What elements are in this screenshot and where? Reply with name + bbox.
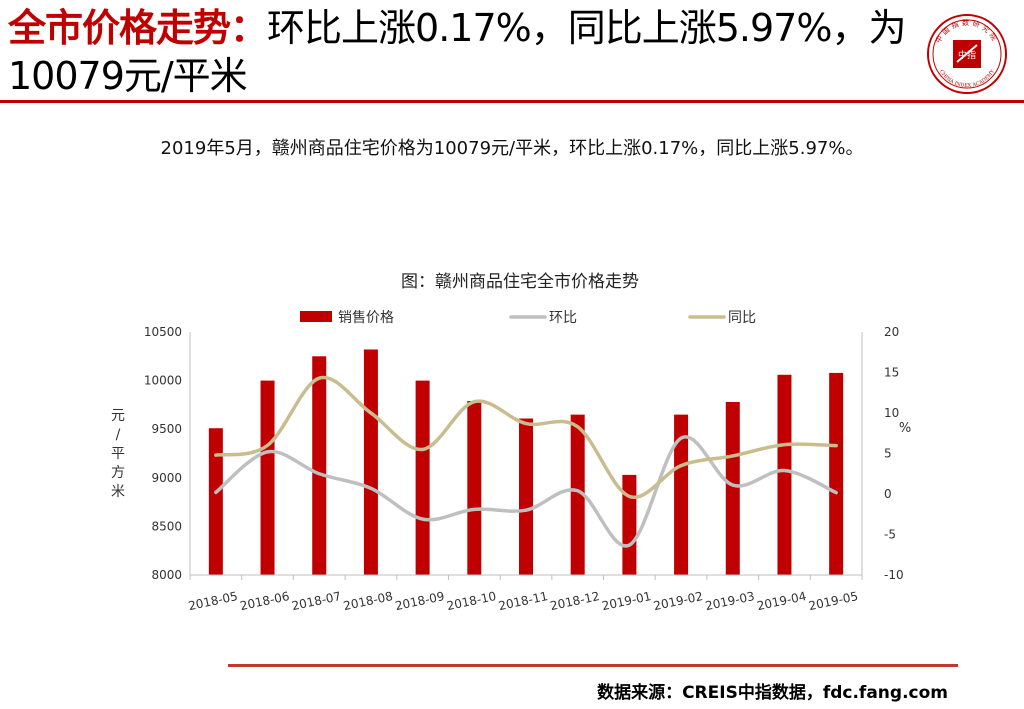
y-left-axis-title: 元/平方米	[111, 408, 125, 500]
x-tick-label: 2019-01	[601, 589, 653, 613]
bar-sales-price	[312, 356, 327, 575]
legend-label: 同比	[728, 310, 756, 326]
line-point-yoy	[524, 422, 528, 426]
bar-sales-price	[467, 401, 482, 575]
x-tick-label: 2019-04	[756, 589, 808, 613]
x-tick-label: 2018-11	[497, 589, 549, 613]
bar-sales-price	[363, 349, 378, 575]
x-tick-label: 2019-03	[704, 589, 756, 613]
svg-text:CHINA INDEX ACADEMY: CHINA INDEX ACADEMY	[938, 68, 996, 89]
page-title: 全市价格走势：环比上涨0.17%，同比上涨5.97%，为10079元/平米	[8, 4, 908, 100]
line-point-yoy	[369, 411, 373, 415]
line-point-mom	[731, 483, 735, 487]
y-left-tick-label: 8500	[151, 519, 182, 533]
line-point-mom	[369, 486, 373, 490]
line-point-yoy	[214, 453, 218, 457]
footer-divider	[228, 664, 958, 667]
chart-legend: 销售价格 环比 同比	[300, 310, 756, 326]
line-point-mom	[782, 469, 786, 473]
y-left-tick-label: 9500	[151, 422, 182, 436]
bar-sales-price	[777, 374, 792, 575]
line-point-mom	[214, 490, 218, 494]
line-point-mom	[317, 472, 321, 476]
bar-sales-price	[519, 418, 533, 575]
chart-title: 图：赣州商品住宅全市价格走势	[401, 272, 639, 292]
title-highlight: 全市价格走势：	[8, 6, 268, 50]
bar-sales-price	[208, 428, 223, 575]
y-right-tick-label: 5	[884, 447, 892, 461]
x-tick-label: 2018-05	[187, 589, 239, 613]
x-tick-label: 2018-08	[342, 589, 394, 613]
line-point-yoy	[576, 425, 580, 429]
line-point-mom	[266, 450, 270, 454]
x-tick-label: 2019-05	[807, 589, 859, 613]
line-point-yoy	[627, 494, 631, 498]
line-point-yoy	[266, 443, 270, 447]
title-rest: 环比上涨0.17%，同比上涨5.97%，为10079元/平米	[8, 6, 906, 98]
x-tick-label: 2018-07	[290, 589, 342, 613]
y-right-tick-label: 15	[884, 366, 899, 380]
y-left-tick-label: 9000	[151, 471, 182, 485]
y-left-tick-label: 10000	[144, 374, 182, 388]
logo-center-text: 中指	[958, 49, 976, 61]
y-right-axis-title: %	[899, 421, 911, 436]
line-point-yoy	[679, 464, 683, 468]
legend-swatch-bar	[300, 311, 332, 322]
line-point-yoy	[834, 444, 838, 448]
x-tick-label: 2018-12	[549, 589, 601, 613]
y-right-tick-label: -5	[884, 528, 896, 542]
y-right-tick-label: -10	[884, 568, 904, 582]
price-trend-chart: 图：赣州商品住宅全市价格走势 销售价格 环比 同比 8000 8500 9000 9500…	[111, 272, 911, 613]
summary-text: 2019年5月，赣州商品住宅价格为10079元/平米，环比上涨0.17%，同比上…	[160, 138, 864, 159]
x-tick-label: 2018-09	[394, 589, 446, 613]
header-divider	[0, 100, 1024, 103]
bar-sales-price	[725, 401, 740, 575]
line-point-yoy	[731, 454, 735, 458]
line-point-mom	[421, 517, 425, 521]
line-point-mom	[679, 436, 683, 440]
line-point-yoy	[317, 376, 321, 380]
bar-sales-price	[260, 380, 275, 575]
data-source: 数据来源：CREIS中指数据，fdc.fang.com	[597, 683, 948, 703]
x-tick-label: 2018-06	[239, 589, 291, 613]
line-point-mom	[834, 491, 838, 495]
china-index-academy-seal-icon: 中国指数研究院 CHINA INDEX ACADEMY 中指	[927, 14, 1007, 94]
line-point-mom	[524, 508, 528, 512]
y-right-tick-label: 20	[884, 325, 899, 339]
legend-label: 环比	[549, 310, 577, 326]
legend-label: 销售价格	[338, 310, 394, 326]
line-point-yoy	[421, 447, 425, 451]
y-left-tick-label: 8000	[151, 568, 182, 582]
line-point-mom	[472, 507, 476, 511]
x-tick-label: 2019-02	[652, 589, 704, 613]
line-point-yoy	[782, 443, 786, 447]
line-point-mom	[576, 489, 580, 493]
bar-sales-price	[674, 414, 689, 575]
line-point-mom	[627, 543, 631, 547]
bar-sales-price	[829, 372, 844, 575]
y-left-tick-label: 10500	[144, 325, 182, 339]
logo-bottom-text: CHINA INDEX ACADEMY	[938, 68, 996, 89]
y-right-tick-label: 10	[884, 406, 899, 420]
y-right-tick-label: 0	[884, 487, 892, 501]
bar-sales-price	[570, 414, 585, 575]
x-tick-label: 2018-10	[445, 589, 497, 613]
line-point-yoy	[472, 400, 476, 404]
bar-sales-price	[415, 380, 430, 575]
bar-sales-price	[622, 474, 637, 575]
